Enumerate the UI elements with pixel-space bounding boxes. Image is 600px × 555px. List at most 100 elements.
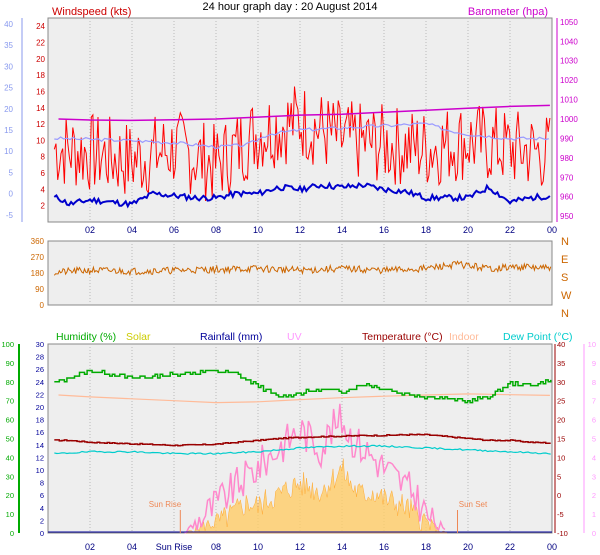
humidity-tick-label: 70 <box>6 397 14 406</box>
temp-outer-tick-label: 0 <box>9 190 14 199</box>
rainfall-tick-label: 2 <box>40 516 44 525</box>
wind-x-tick-label: 02 <box>85 225 95 235</box>
temp-outer-tick-label: 25 <box>4 84 13 93</box>
series-humidity <box>54 369 552 404</box>
humidity-tick-label: 100 <box>1 340 14 349</box>
humidity-tick-label: 60 <box>6 416 14 425</box>
wind-x-tick-label: 12 <box>295 225 305 235</box>
wind-tick-label: 20 <box>36 55 45 64</box>
direction-tick-label: 360 <box>31 237 45 246</box>
uv-tick-label: 4 <box>592 453 596 462</box>
series-light-blue <box>54 122 549 150</box>
compass-label: N <box>561 236 569 248</box>
compass-label: E <box>561 254 568 266</box>
baro-tick-label: 980 <box>560 154 574 163</box>
rainfall-tick-label: 10 <box>36 466 44 475</box>
baro-tick-label: 960 <box>560 193 574 202</box>
uv-tick-label: 6 <box>592 416 596 425</box>
temp-x-tick-label: 22 <box>505 542 515 552</box>
temp-x-tick-label: 02 <box>85 542 95 552</box>
rainfall-tick-label: 12 <box>36 453 44 462</box>
rainfall-tick-label: 14 <box>36 441 44 450</box>
legend-5: Temperature (°C) <box>362 331 443 343</box>
humidity-tick-label: 20 <box>6 491 14 500</box>
wind-tick-label: 8 <box>41 153 46 162</box>
temperature-tick-label: 35 <box>557 359 565 368</box>
series-dark-blue <box>53 181 551 209</box>
wind-x-tick-label: 18 <box>421 225 431 235</box>
humidity-tick-label: 90 <box>6 359 14 368</box>
series-wind-direction <box>53 260 552 277</box>
wind-x-tick-label: 22 <box>505 225 515 235</box>
temp-x-tick-label: 18 <box>421 542 431 552</box>
rainfall-tick-label: 8 <box>40 479 44 488</box>
rainfall-tick-label: 28 <box>36 353 44 362</box>
uv-tick-label: 1 <box>592 510 596 519</box>
wind-x-tick-label: 06 <box>169 225 179 235</box>
humidity-tick-label: 30 <box>6 472 14 481</box>
uv-tick-label: 0 <box>592 529 596 538</box>
uv-tick-label: 2 <box>592 491 596 500</box>
temp-x-tick-label: 14 <box>337 542 347 552</box>
direction-tick-label: 270 <box>31 253 45 262</box>
wind-x-tick-label: 14 <box>337 225 347 235</box>
wind-tick-label: 12 <box>36 120 45 129</box>
uv-tick-label: 10 <box>588 340 596 349</box>
temp-x-tick-label: 12 <box>295 542 305 552</box>
wind-tick-label: 18 <box>36 71 45 80</box>
legend-6: Indoor <box>449 331 479 343</box>
temperature-tick-label: 15 <box>557 435 565 444</box>
page-title: 24 hour graph day : 20 August 2014 <box>203 1 378 13</box>
series-windspeed <box>53 86 551 202</box>
temp-hum-panel: Humidity (%) Solar Rainfall (mm) UV Temperat… <box>1 331 596 552</box>
temperature-tick-label: -10 <box>557 529 568 538</box>
wind-baro-panel: Windspeed (kts) Barometer (hpa)2468101214… <box>4 6 578 235</box>
direction-tick-label: 0 <box>40 301 45 310</box>
uv-tick-label: 7 <box>592 397 596 406</box>
temperature-tick-label: 5 <box>557 472 561 481</box>
wind-tick-label: 6 <box>41 169 46 178</box>
wind-tick-label: 22 <box>36 38 45 47</box>
legend-2: Solar <box>126 331 151 343</box>
temp-outer-tick-label: 30 <box>4 62 13 71</box>
wind-x-tick-label: 04 <box>127 225 137 235</box>
humidity-tick-label: 0 <box>10 529 14 538</box>
legend-1: Humidity (%) <box>56 331 116 343</box>
rainfall-tick-label: 20 <box>36 403 44 412</box>
humidity-tick-label: 50 <box>6 435 14 444</box>
wind-tick-label: 10 <box>36 136 45 145</box>
temp-outer-tick-label: 10 <box>4 147 13 156</box>
direction-tick-label: 180 <box>31 269 45 278</box>
series-barometer <box>58 104 550 122</box>
compass-label: N <box>561 308 569 320</box>
temperature-tick-label: 10 <box>557 453 565 462</box>
wind-x-tick-label: 08 <box>211 225 221 235</box>
rainfall-tick-label: 16 <box>36 428 44 437</box>
temp-x-tick-label: 10 <box>253 542 263 552</box>
temperature-tick-label: 20 <box>557 416 565 425</box>
series-solar <box>183 458 448 534</box>
legend-3: Rainfall (mm) <box>200 331 262 343</box>
direction-tick-label: 90 <box>35 285 44 294</box>
baro-tick-label: 1020 <box>560 76 578 85</box>
series-uv <box>184 403 446 534</box>
temp-outer-tick-label: 35 <box>4 41 13 50</box>
temp-outer-tick-label: 20 <box>4 105 13 114</box>
baro-tick-label: 1050 <box>560 18 578 27</box>
legend-7: Dew Point (°C) <box>503 331 573 343</box>
rainfall-tick-label: 0 <box>40 529 44 538</box>
series-temperature <box>54 433 551 447</box>
temp-x-tick-label: 16 <box>379 542 389 552</box>
temp-x-tick-label: Sun Rise <box>156 542 193 552</box>
wind-x-tick-label: 20 <box>463 225 473 235</box>
wind-x-tick-label: 16 <box>379 225 389 235</box>
humidity-tick-label: 10 <box>6 510 14 519</box>
sunrise-annotation: Sun Rise <box>149 500 182 509</box>
series-dew-point <box>54 444 551 455</box>
compass-label: S <box>561 272 568 284</box>
temperature-tick-label: -5 <box>557 510 564 519</box>
wind-tick-label: 14 <box>36 104 45 113</box>
rainfall-tick-label: 22 <box>36 390 44 399</box>
sunset-annotation: Sun Set <box>459 500 488 509</box>
